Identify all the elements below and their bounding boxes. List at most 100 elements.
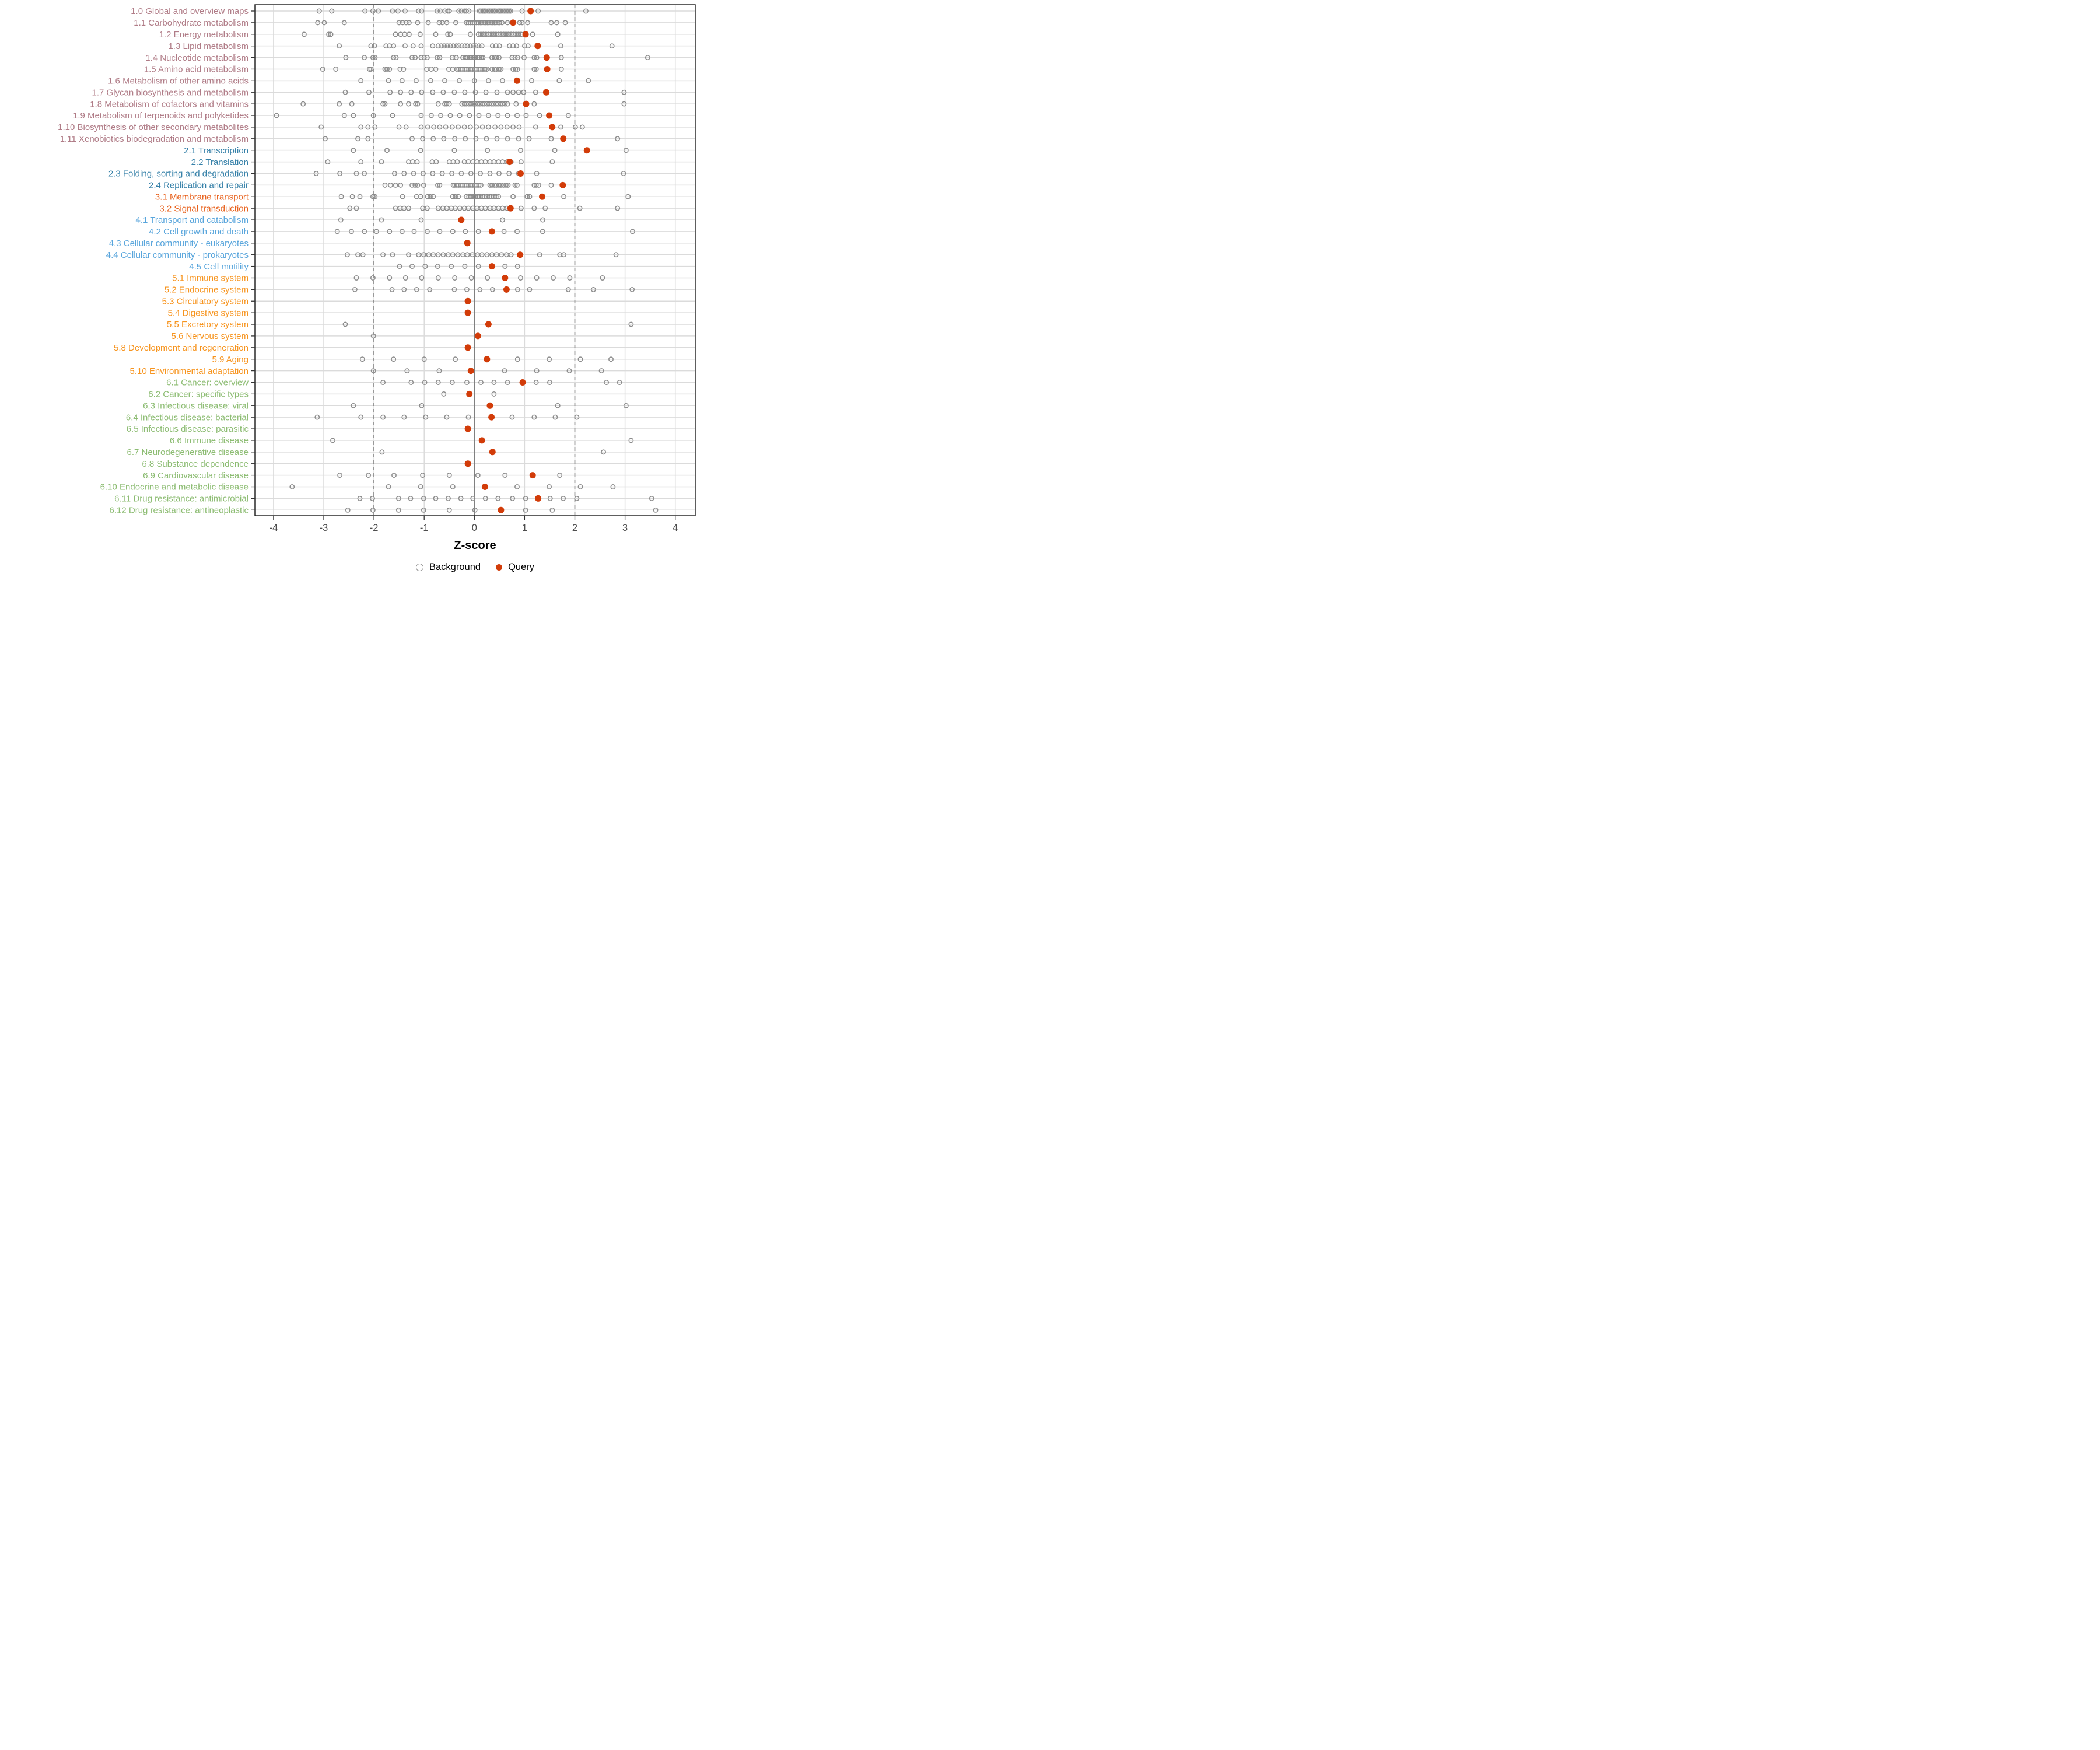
background-point xyxy=(370,507,376,513)
background-point xyxy=(470,55,476,61)
background-point xyxy=(411,171,416,176)
background-point xyxy=(548,136,554,142)
y-axis-label: 5.2 Endocrine system xyxy=(164,285,249,295)
background-point xyxy=(512,55,518,61)
background-point xyxy=(516,136,522,142)
background-point xyxy=(540,229,545,235)
background-point xyxy=(384,66,390,72)
background-point xyxy=(480,124,485,130)
y-axis-label: 6.12 Drug resistance: antineoplastic xyxy=(110,506,249,516)
background-point xyxy=(464,286,470,292)
background-point xyxy=(395,8,401,14)
background-point xyxy=(517,20,523,26)
background-point xyxy=(453,194,459,200)
background-point xyxy=(529,78,534,83)
background-point xyxy=(424,229,430,235)
background-point xyxy=(482,495,488,501)
background-point xyxy=(398,101,404,107)
background-point xyxy=(370,8,376,14)
background-point xyxy=(440,89,446,95)
background-point xyxy=(523,495,528,501)
filled-circle-icon xyxy=(496,564,503,570)
background-point xyxy=(495,8,501,14)
background-point xyxy=(419,402,425,408)
background-point xyxy=(475,32,481,37)
background-point xyxy=(355,136,360,142)
background-point xyxy=(454,159,460,165)
query-point xyxy=(458,216,465,223)
background-point xyxy=(441,136,447,142)
background-point xyxy=(523,507,528,513)
query-point xyxy=(484,356,491,363)
background-point xyxy=(430,43,436,49)
background-point xyxy=(376,8,382,14)
background-point xyxy=(444,20,450,26)
background-point xyxy=(505,20,510,26)
background-point xyxy=(514,356,520,362)
background-point xyxy=(433,32,439,37)
y-axis-label: 1.4 Nucleotide metabolism xyxy=(145,53,249,63)
background-point xyxy=(420,136,426,142)
background-point xyxy=(337,473,343,478)
background-point xyxy=(481,32,487,37)
background-point xyxy=(653,507,659,513)
query-point xyxy=(502,275,509,281)
background-point xyxy=(496,20,502,26)
background-point xyxy=(391,356,397,362)
background-point xyxy=(525,43,531,49)
background-point xyxy=(425,124,430,130)
background-point xyxy=(313,171,319,176)
background-point xyxy=(482,8,487,14)
background-point xyxy=(488,8,494,14)
background-point xyxy=(467,32,473,37)
background-point xyxy=(467,43,473,49)
background-point xyxy=(514,55,520,61)
background-point xyxy=(471,43,477,49)
y-axis-label: 6.3 Infectious disease: viral xyxy=(143,401,249,411)
y-axis-label: 5.8 Development and regeneration xyxy=(114,343,249,353)
background-point xyxy=(577,205,583,211)
query-point xyxy=(488,263,495,270)
background-point xyxy=(431,124,437,130)
y-axis-label: 3.2 Signal transduction xyxy=(159,204,249,214)
background-point xyxy=(505,8,510,14)
background-point xyxy=(408,380,414,385)
background-point xyxy=(436,20,442,26)
background-point xyxy=(370,368,376,374)
background-point xyxy=(342,321,348,327)
background-point xyxy=(623,148,629,153)
background-point xyxy=(408,495,414,501)
background-point xyxy=(430,252,436,258)
background-point xyxy=(391,473,397,478)
background-point xyxy=(354,205,359,211)
query-point xyxy=(535,495,542,502)
background-point xyxy=(489,43,495,49)
background-point xyxy=(609,43,615,49)
background-point xyxy=(424,205,430,211)
background-point xyxy=(323,136,328,142)
background-point xyxy=(435,55,440,61)
background-point xyxy=(565,113,571,118)
background-point xyxy=(466,414,471,420)
background-point xyxy=(418,484,424,489)
background-point xyxy=(514,182,520,188)
background-point xyxy=(421,356,427,362)
background-point xyxy=(419,275,425,281)
background-point xyxy=(362,8,368,14)
background-point xyxy=(403,20,409,26)
background-point xyxy=(513,32,519,37)
background-point xyxy=(518,205,524,211)
background-point xyxy=(341,20,347,26)
background-point xyxy=(510,495,516,501)
background-point xyxy=(412,55,418,61)
background-point xyxy=(628,438,634,443)
background-point xyxy=(464,252,470,258)
background-point xyxy=(506,32,512,37)
background-point xyxy=(380,380,386,385)
background-point xyxy=(502,473,508,478)
background-point xyxy=(459,43,465,49)
query-point xyxy=(544,66,551,72)
background-point xyxy=(505,182,511,188)
background-point xyxy=(443,124,449,130)
background-point xyxy=(558,55,564,61)
